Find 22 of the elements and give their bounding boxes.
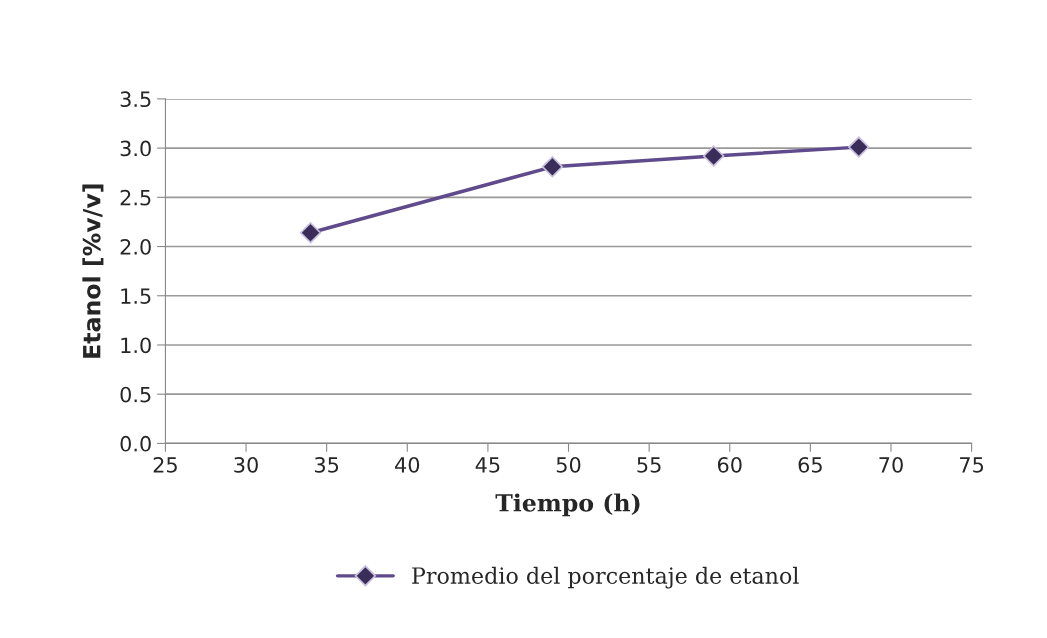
x-tick-label: 45	[475, 457, 500, 473]
y-tick-label: 1.5	[121, 288, 151, 304]
x-tick-label: 35	[315, 456, 339, 473]
y-tick-label: 3.0	[120, 140, 151, 157]
x-tick-label: 30	[234, 456, 258, 473]
x-tick-label: 75	[960, 457, 984, 473]
x-tick-label: 25	[153, 456, 177, 473]
y-axis-title: Etanol [%v/v]	[82, 184, 104, 358]
x-tick-label: 60	[717, 456, 742, 473]
y-tick-label: 0.0	[120, 435, 151, 452]
legend-label: Promedio del porcentaje de etanol	[412, 566, 799, 589]
y-tick-label: 0.5	[120, 386, 151, 403]
x-tick-label: 55	[637, 457, 661, 473]
y-tick-label: 2.0	[120, 238, 151, 255]
x-axis-title: Tiempo (h)	[495, 493, 640, 517]
y-tick-label: 3.5	[120, 91, 151, 108]
y-tick-label: 2.5	[120, 189, 151, 206]
x-tick-label: 50	[556, 456, 581, 473]
x-tick-label: 40	[395, 456, 420, 473]
y-tick-label: 1.0	[121, 337, 151, 354]
x-tick-label: 65	[798, 456, 822, 473]
x-tick-label: 70	[879, 456, 903, 473]
